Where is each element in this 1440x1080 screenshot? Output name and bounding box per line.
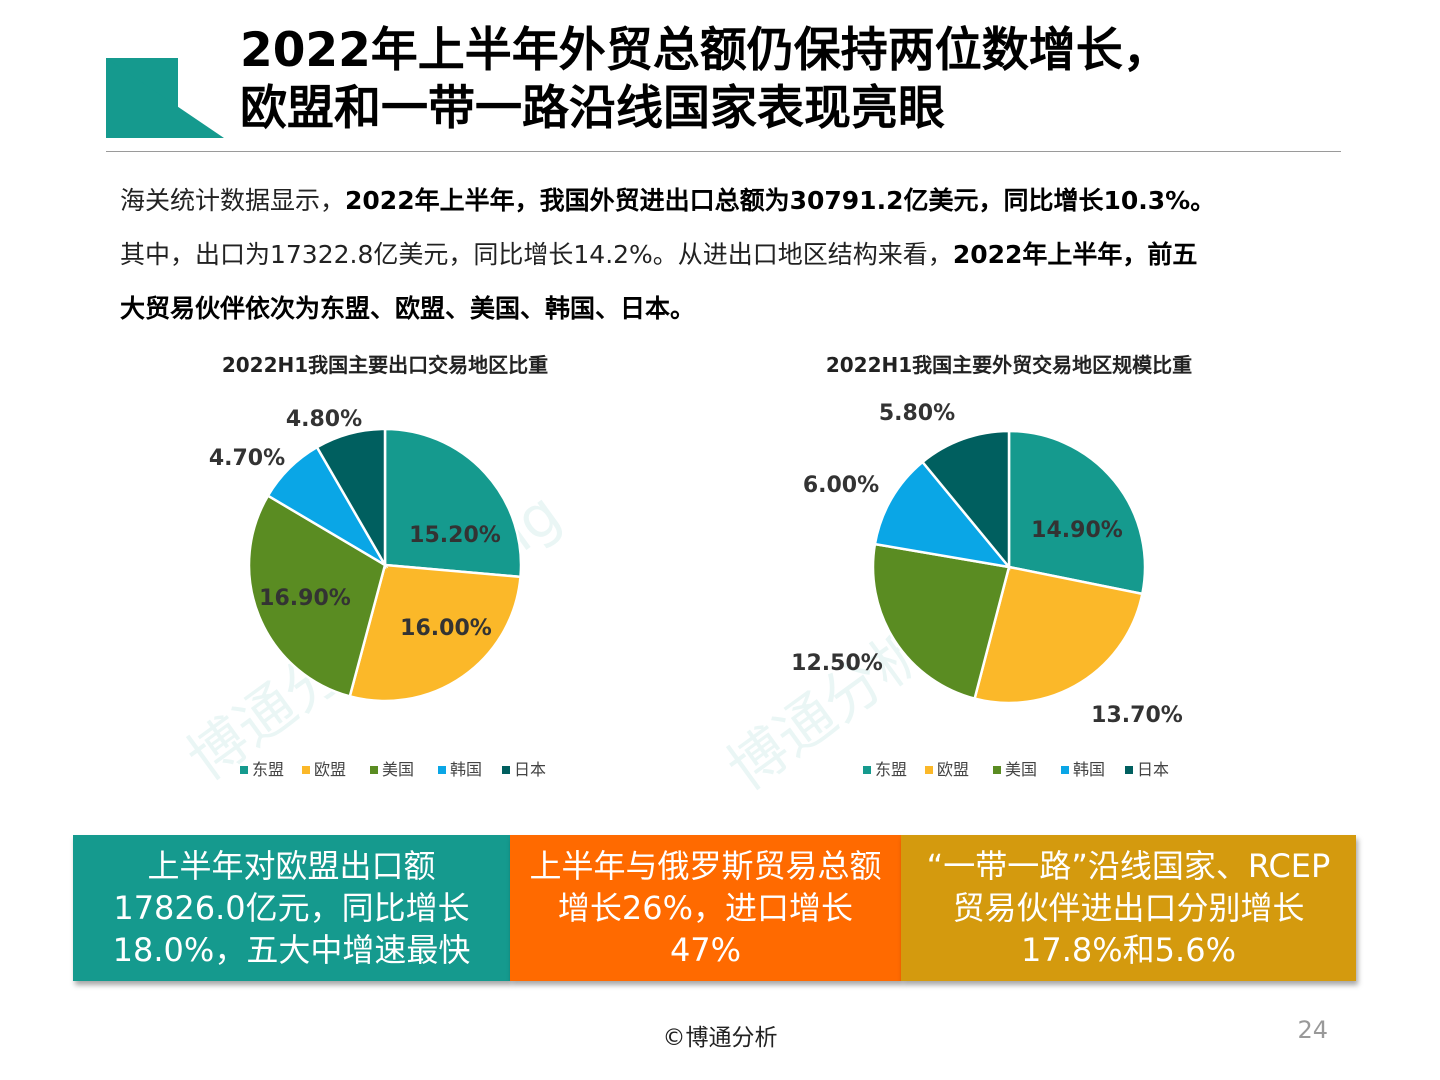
export-pie-slice-4 (315, 427, 387, 570)
footer-copyright: ©博通分析 (662, 1025, 778, 1051)
trade-share-pie-chart: 2022H1我国主要外贸交易地区规模比重 14.90% 13.70% 12.50% 6… (755, 340, 1275, 790)
export-pie-label-3: 4.70% (209, 446, 285, 471)
export-legend-swatch-0 (240, 766, 248, 774)
intro-paragraph: 海关统计数据显示，2022年上半年，我国外贸进出口总额为30791.2亿美元，同… (120, 174, 1350, 336)
export-legend-swatch-3 (438, 766, 446, 774)
export-pie-slice-0 (383, 427, 523, 579)
trade-pie-slices (871, 429, 1147, 705)
export-pie-slices (247, 427, 523, 703)
trade-pie-slice-2 (871, 542, 1011, 701)
intro-bold-1: 2022年上半年，我国外贸进出口总额为30791.2亿美元，同比增长10.3%。 (345, 186, 1216, 215)
export-legend-swatch-1 (302, 766, 310, 774)
trade-legend-swatch-4 (1125, 766, 1133, 774)
export-pie-label-0: 15.20% (409, 523, 501, 548)
trade-legend-label-3: 韩国 (1073, 760, 1105, 779)
trade-pie-slice-4 (920, 429, 1011, 571)
highlight-box-russia-text: 上半年与俄罗斯贸易总额增长26%，进口增长47% (529, 847, 882, 969)
trade-pie-slice-3 (873, 460, 1013, 569)
trade-legend-label-1: 欧盟 (937, 760, 969, 779)
intro-bold-2: 2022年上半年，前五 (952, 240, 1198, 269)
trade-pie-legend: 东盟 欧盟 美国 韩国 日本 (863, 760, 1169, 779)
title-divider (106, 151, 1341, 152)
trade-pie-label-1: 13.70% (1091, 703, 1183, 728)
highlight-box-russia: 上半年与俄罗斯贸易总额增长26%，进口增长47% (510, 835, 901, 981)
trade-legend-label-4: 日本 (1137, 760, 1169, 779)
trade-legend-swatch-1 (925, 766, 933, 774)
intro-bold-3: 大贸易伙伴依次为东盟、欧盟、美国、韩国、日本。 (120, 294, 696, 323)
trade-pie-slice-0 (1007, 429, 1147, 596)
highlight-box-eu-text: 上半年对欧盟出口额17826.0亿元，同比增长18.0%，五大中增速最快 (112, 847, 471, 969)
intro-text-1: 海关统计数据显示， (120, 186, 346, 215)
highlight-box-belt-road-text: “一带一路”沿线国家、RCEP贸易伙伴进出口分别增长17.8%和5.6% (926, 847, 1331, 969)
highlight-box-belt-road: “一带一路”沿线国家、RCEP贸易伙伴进出口分别增长17.8%和5.6% (901, 835, 1356, 981)
trade-pie-label-0: 14.90% (1031, 518, 1123, 543)
page-title-line-1: 2022年上半年外贸总额仍保持两位数增长， (240, 23, 1170, 78)
page-number: 24 (1297, 1016, 1328, 1044)
export-legend-swatch-2 (370, 766, 378, 774)
export-legend-label-1: 欧盟 (314, 760, 346, 779)
export-pie-label-1: 16.00% (400, 616, 492, 641)
export-legend-label-3: 韩国 (450, 760, 482, 779)
trade-legend-swatch-2 (993, 766, 1001, 774)
intro-text-2: 其中，出口为17322.8亿美元，同比增长14.2%。从进出口地区结构来看， (120, 240, 953, 269)
export-legend-label-2: 美国 (382, 760, 414, 779)
trade-legend-label-2: 美国 (1005, 760, 1037, 779)
trade-legend-swatch-3 (1061, 766, 1069, 774)
trade-share-pie-svg: 2022H1我国主要外贸交易地区规模比重 14.90% 13.70% 12.50% 6… (791, 353, 1192, 779)
export-chart-title: 2022H1我国主要出口交易地区比重 (222, 353, 548, 377)
highlight-box-eu: 上半年对欧盟出口额17826.0亿元，同比增长18.0%，五大中增速最快 (73, 835, 510, 981)
export-pie-legend: 东盟 欧盟 美国 韩国 日本 (240, 760, 546, 779)
trade-pie-labels: 14.90% 13.70% 12.50% 6.00% 5.80% (791, 401, 1183, 728)
export-share-pie-chart: 2022H1我国主要出口交易地区比重 15.20% 16.00% 16.90% 4.7… (130, 340, 650, 790)
trade-pie-slice-1 (973, 565, 1144, 705)
page-title-line-2: 欧盟和一带一路沿线国家表现亮眼 (240, 81, 945, 136)
trade-legend-swatch-0 (863, 766, 871, 774)
highlight-boxes: 上半年对欧盟出口额17826.0亿元，同比增长18.0%，五大中增速最快 上半年… (73, 835, 1356, 981)
trade-pie-label-3: 6.00% (803, 473, 879, 498)
export-pie-label-4: 4.80% (286, 407, 362, 432)
export-legend-label-4: 日本 (514, 760, 546, 779)
trade-pie-label-2: 12.50% (791, 651, 883, 676)
export-share-pie-svg: 2022H1我国主要出口交易地区比重 15.20% 16.00% 16.90% 4.7… (209, 353, 548, 779)
export-pie-label-2: 16.90% (259, 586, 351, 611)
trade-pie-label-4: 5.80% (879, 401, 955, 426)
export-pie-labels: 15.20% 16.00% 16.90% 4.70%4.80% (209, 407, 501, 641)
trade-chart-title: 2022H1我国主要外贸交易地区规模比重 (826, 353, 1192, 377)
trade-legend-label-0: 东盟 (875, 760, 907, 779)
export-legend-swatch-4 (502, 766, 510, 774)
export-legend-label-0: 东盟 (252, 760, 284, 779)
export-pie-slice-1 (348, 563, 522, 703)
title-accent-slant (106, 58, 224, 138)
page-title: 2022年上半年外贸总额仍保持两位数增长， 欧盟和一带一路沿线国家表现亮眼 (240, 22, 1390, 138)
